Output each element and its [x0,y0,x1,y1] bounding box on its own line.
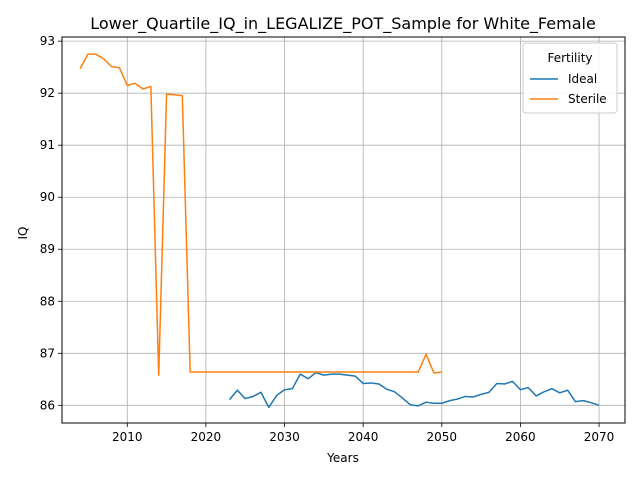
x-axis-label: Years [326,451,359,465]
legend-box [522,42,618,114]
y-tick-label: 88 [40,294,55,308]
x-tick-label: 2020 [191,430,222,444]
y-tick-label: 91 [40,138,55,152]
y-tick-label: 92 [40,86,55,100]
y-tick-label: 90 [40,190,55,204]
legend-label-sterile: Sterile [568,92,607,106]
y-tick-label: 93 [40,34,55,48]
y-tick-label: 86 [40,398,55,412]
series-line-sterile [79,53,442,376]
x-tick-label: 2030 [269,430,300,444]
y-axis-label: IQ [16,227,30,240]
legend: Fertility Ideal Sterile [522,42,618,114]
series-layer [79,53,600,409]
x-tick-label: 2010 [112,430,143,444]
y-tick-label: 87 [40,346,55,360]
legend-title: Fertility [547,51,592,65]
legend-label-ideal: Ideal [568,72,597,86]
y-axis: 86 87 88 89 90 91 92 93 [40,34,62,412]
x-axis: 2010 2020 2030 2040 2050 2060 2070 [112,423,614,444]
x-tick-label: 2060 [505,430,536,444]
plot-frame [61,36,626,424]
x-tick-label: 2050 [427,430,458,444]
chart-title: Lower_Quartile_IQ_in_LEGALIZE_POT_Sample… [90,14,596,34]
y-tick-label: 89 [40,242,55,256]
series-line-ideal [228,371,600,409]
x-tick-label: 2040 [348,430,379,444]
x-tick-label: 2070 [584,430,615,444]
